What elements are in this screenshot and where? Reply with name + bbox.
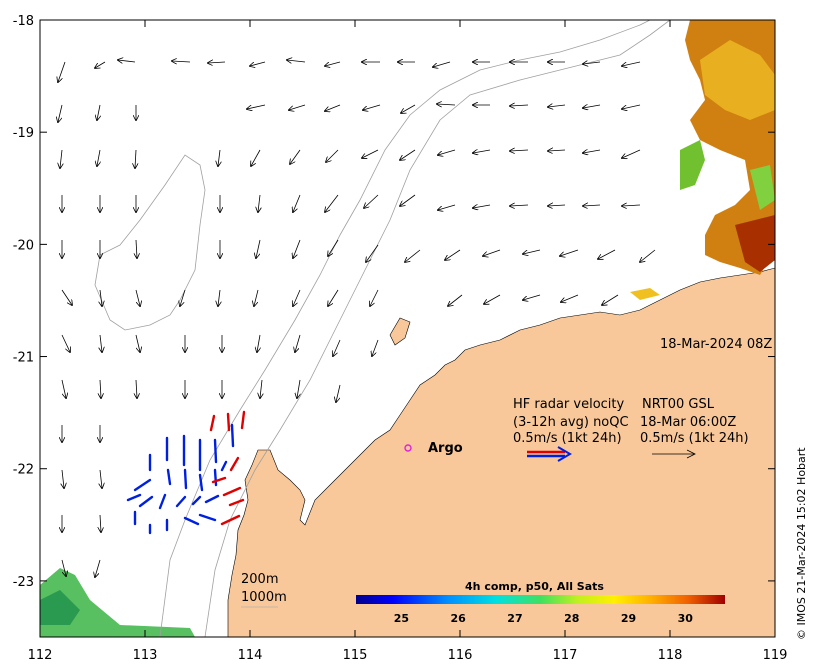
sst-patch-northeast-green	[680, 140, 705, 190]
hf-radar-vectors-red	[209, 410, 246, 526]
plot-frame	[39, 19, 776, 638]
map-timestamp: 18-Mar-2024 08Z	[660, 337, 772, 352]
model-legend-time: 18-Mar 06:00Z	[640, 415, 736, 430]
lat-tick-label: -23	[13, 575, 34, 590]
colorbar-tick-label: 26	[451, 612, 467, 625]
sst-patch-northeast-warm	[700, 40, 775, 120]
longitude-axis: 112 113 114 115 116 117 118 119	[28, 20, 788, 663]
lat-tick-label: -20	[13, 238, 34, 253]
hf-legend-qc: (3-12h avg) noQC	[513, 415, 629, 430]
latitude-axis: -18 -19 -20 -21 -22 -23	[13, 14, 775, 590]
lon-tick-label: 118	[658, 648, 683, 663]
hf-legend-scale: 0.5m/s (1kt 24h)	[513, 431, 622, 446]
lon-tick-label: 117	[553, 648, 578, 663]
isobath-1000m	[159, 20, 651, 637]
isobath-label-1000m: 1000m	[241, 590, 287, 605]
lon-tick-label: 112	[28, 648, 53, 663]
sst-patch-northeast-green2	[750, 165, 775, 210]
hf-legend-title: HF radar velocity	[513, 397, 625, 412]
sst-patch-north-speck	[630, 288, 660, 300]
colorbar-tick-label: 25	[394, 612, 409, 625]
plateau-isobath	[94, 154, 206, 331]
isobath-label-200m: 200m	[241, 572, 278, 587]
model-velocity-arrows	[58, 60, 656, 577]
lat-tick-label: -18	[13, 14, 34, 29]
lon-tick-label: 119	[763, 648, 788, 663]
lon-tick-label: 113	[133, 648, 158, 663]
colorbar-ticks: 25 26 27 28 29 30	[394, 612, 693, 625]
lat-tick-label: -22	[13, 463, 34, 478]
colorbar-tick-label: 28	[564, 612, 579, 625]
lon-tick-label: 114	[238, 648, 263, 663]
lat-tick-label: -19	[13, 126, 34, 141]
argo-float-marker	[404, 444, 412, 452]
colorbar-tick-label: 27	[507, 612, 522, 625]
sst-patch-southwest	[40, 568, 195, 637]
hf-radar-vectors-blue	[126, 423, 235, 535]
sst-patch-northeast-hot	[735, 215, 775, 272]
model-legend-arrow	[652, 449, 696, 459]
hf-legend-arrow	[527, 446, 572, 462]
model-legend-title: NRT00 GSL	[642, 397, 715, 412]
colorbar-title: 4h comp, p50, All Sats	[465, 580, 604, 593]
land-mass	[227, 267, 775, 637]
island	[389, 317, 411, 346]
sst-patch-southwest-dark	[40, 590, 80, 625]
colorbar	[356, 595, 725, 604]
lon-tick-label: 115	[343, 648, 368, 663]
colorbar-tick-label: 30	[678, 612, 694, 625]
lon-tick-label: 116	[448, 648, 473, 663]
lat-tick-label: -21	[13, 351, 34, 366]
model-legend-scale: 0.5m/s (1kt 24h)	[640, 431, 749, 446]
colorbar-tick-label: 29	[621, 612, 636, 625]
argo-label: Argo	[428, 441, 463, 456]
